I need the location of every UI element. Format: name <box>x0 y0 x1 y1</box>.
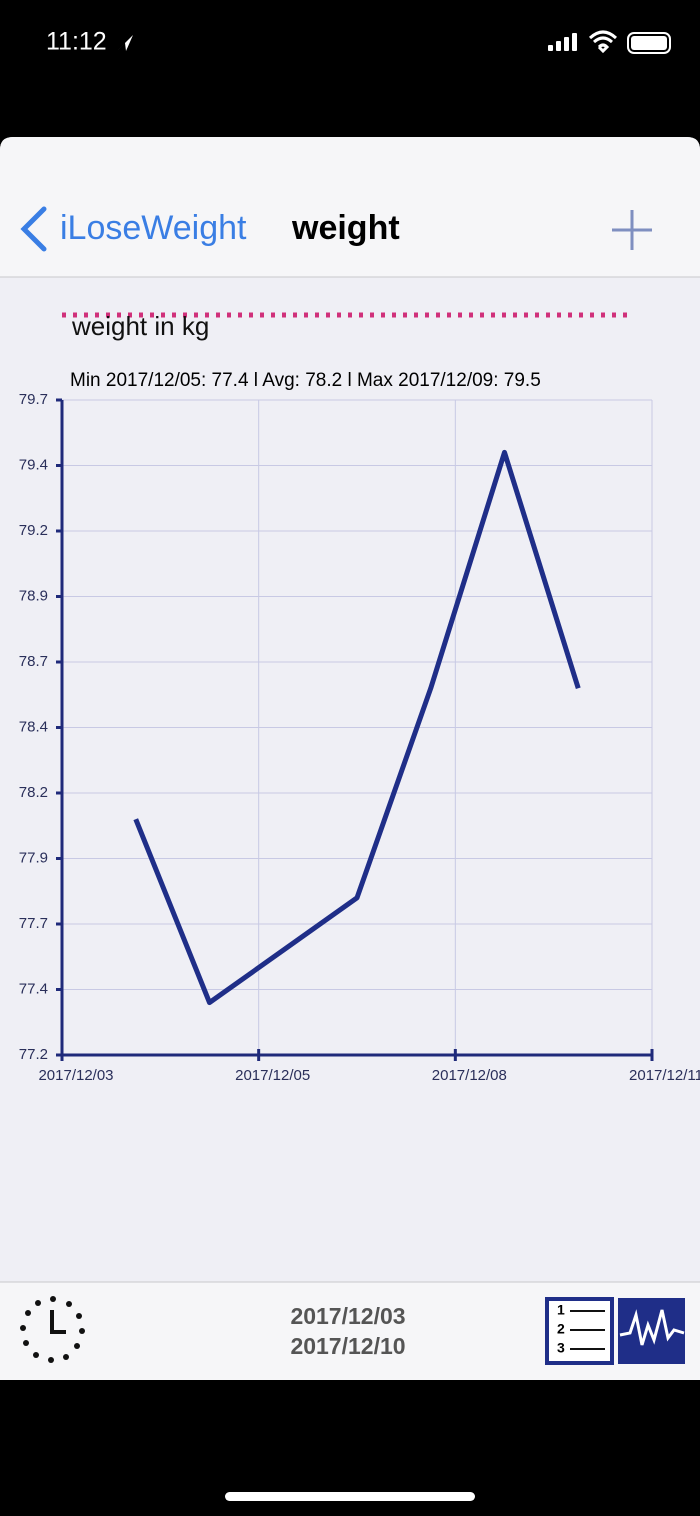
back-button[interactable]: iLoseWeight <box>60 209 247 247</box>
app-card <box>0 137 700 1380</box>
x-tick-label: 2017/12/05 <box>235 1067 310 1084</box>
battery-level <box>631 36 667 50</box>
svg-text:2: 2 <box>557 1321 565 1337</box>
y-tick-label: 77.2 <box>19 1046 48 1063</box>
date-to: 2017/12/10 <box>290 1333 405 1359</box>
battery-icon <box>627 32 671 54</box>
y-tick-label: 77.4 <box>19 980 48 997</box>
legend-label: weight in kg <box>71 311 209 341</box>
back-arrow[interactable] <box>20 206 47 252</box>
y-tick-label: 78.7 <box>19 653 48 670</box>
x-tick-label: 2017/12/03 <box>38 1067 113 1084</box>
add-button[interactable] <box>612 210 652 250</box>
clock-icon[interactable] <box>20 1296 85 1363</box>
y-tick-label: 77.9 <box>19 849 48 866</box>
nav-bar <box>0 137 700 277</box>
x-tick-label: 2017/12/11 <box>629 1067 700 1084</box>
date-from: 2017/12/03 <box>290 1303 405 1329</box>
y-tick-label: 78.9 <box>19 587 48 604</box>
svg-text:1: 1 <box>557 1302 565 1318</box>
svg-text:3: 3 <box>557 1340 565 1356</box>
y-tick-label: 79.7 <box>19 391 48 408</box>
x-tick-label: 2017/12/08 <box>432 1067 507 1084</box>
nav-title: weight <box>291 209 400 247</box>
chart: Min 2017/12/05: 77.4 l Avg: 78.2 l Max 2… <box>19 311 700 1084</box>
wifi-icon <box>588 30 618 54</box>
status-time: 11:12 <box>46 28 107 56</box>
chart-subtitle: Min 2017/12/05: 77.4 l Avg: 78.2 l Max 2… <box>70 370 541 391</box>
y-tick-label: 79.2 <box>19 522 48 539</box>
signal-icon <box>548 33 577 51</box>
y-tick-label: 77.7 <box>19 915 48 932</box>
home-indicator <box>225 1492 475 1501</box>
list-icon[interactable]: 1 2 3 <box>545 1297 614 1365</box>
location-icon <box>118 35 133 51</box>
y-tick-label: 79.4 <box>19 456 48 473</box>
data-line <box>133 449 581 1006</box>
chart-icon[interactable] <box>618 1298 685 1364</box>
y-tick-label: 78.4 <box>19 718 48 735</box>
y-tick-label: 78.2 <box>19 784 48 801</box>
